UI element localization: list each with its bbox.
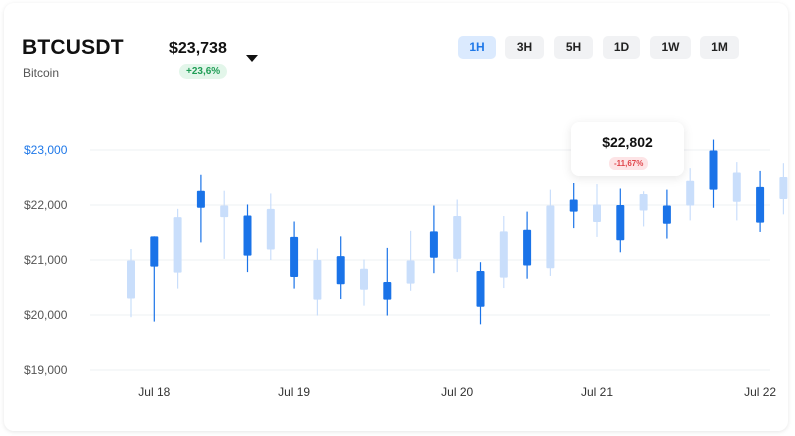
- candle-body: [429, 231, 438, 258]
- candle-body: [360, 268, 368, 290]
- candle-body: [476, 271, 485, 307]
- candle-body: [220, 205, 229, 218]
- tooltip-price: $22,802: [602, 134, 653, 150]
- asset-name: Bitcoin: [23, 66, 60, 80]
- x-tick-label: Jul 18: [138, 385, 170, 399]
- candle-body: [546, 205, 555, 269]
- candle-body: [336, 256, 345, 285]
- caret-down-icon[interactable]: [246, 55, 258, 62]
- price-change-badge: +23,6%: [179, 64, 228, 79]
- x-tick-label: Jul 19: [278, 385, 310, 399]
- timeframe-1m-button[interactable]: 1M: [700, 36, 739, 59]
- candle-body: [313, 260, 322, 300]
- candle-body: [709, 150, 718, 190]
- candle-body: [150, 236, 159, 267]
- x-tick-label: Jul 21: [581, 385, 613, 399]
- timeframe-1w-button[interactable]: 1W: [650, 36, 691, 59]
- y-tick-label: $21,000: [24, 253, 68, 267]
- timeframe-5h-button[interactable]: 5H: [554, 36, 593, 59]
- candle-body: [686, 180, 695, 206]
- y-tick-label: $19,000: [24, 363, 68, 377]
- y-tick-label: $20,000: [24, 308, 68, 322]
- y-tick-label: $23,000: [24, 143, 68, 157]
- candle-body: [406, 260, 415, 284]
- candle-body: [266, 208, 275, 250]
- y-tick-label: $22,000: [24, 198, 68, 212]
- candle-body: [732, 172, 741, 202]
- candle-body: [127, 260, 135, 299]
- candle-body: [662, 205, 671, 224]
- x-tick-label: Jul 20: [441, 385, 473, 399]
- price-tooltip: $22,802 -11,67%: [571, 122, 684, 176]
- candle-body: [569, 199, 578, 212]
- candle-body: [593, 204, 601, 223]
- candle-body: [196, 190, 205, 208]
- timeframe-1h-button[interactable]: 1H: [458, 36, 496, 59]
- tooltip-change-badge: -11,67%: [609, 157, 649, 170]
- candle-body: [290, 236, 299, 278]
- candle-body: [173, 217, 182, 273]
- candle-body: [616, 205, 625, 241]
- candle-body: [639, 194, 648, 211]
- candle-body: [779, 176, 788, 199]
- candle-body: [499, 231, 508, 278]
- symbol-title: BTCUSDT: [22, 36, 124, 59]
- candle-body: [243, 215, 252, 256]
- candle-body: [383, 282, 392, 300]
- timeframe-3h-button[interactable]: 3H: [505, 36, 544, 59]
- chart-card: [4, 3, 788, 431]
- current-price: $23,738: [169, 40, 227, 57]
- candle-body: [453, 216, 462, 259]
- x-tick-label: Jul 22: [744, 385, 776, 399]
- candle-body: [523, 229, 532, 266]
- candle-body: [756, 186, 765, 223]
- timeframe-1d-button[interactable]: 1D: [603, 36, 640, 59]
